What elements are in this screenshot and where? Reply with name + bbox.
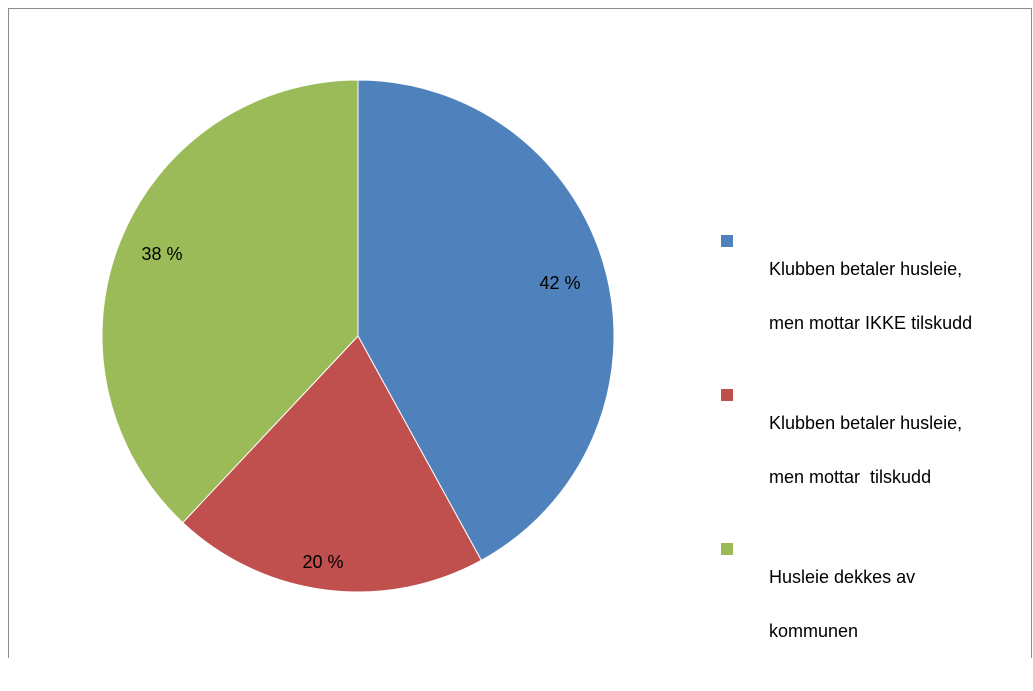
legend-swatch-1 [721, 389, 733, 401]
pie-slice-2 [101, 79, 359, 524]
legend-item-1: Klubben betaler husleie, men mottar tils… [721, 383, 1031, 518]
legend-label-1: Klubben betaler husleie, men mottar tils… [769, 413, 963, 487]
pie-slice-1 [182, 335, 483, 593]
data-label-1: 20 % [302, 552, 343, 572]
data-label-0: 42 % [539, 273, 580, 293]
legend-swatch-0 [721, 235, 733, 247]
legend: Klubben betaler husleie, men mottar IKKE… [721, 229, 1031, 691]
pie-slice-0 [357, 79, 615, 562]
data-label-2: 38 % [141, 244, 182, 264]
legend-label-0: Klubben betaler husleie, men mottar IKKE… [769, 259, 973, 333]
pie-chart: 42 % 20 % 38 % [101, 79, 615, 593]
legend-item-0: Klubben betaler husleie, men mottar IKKE… [721, 229, 1031, 364]
legend-label-2: Husleie dekkes av kommunen [769, 567, 916, 641]
legend-item-2: Husleie dekkes av kommunen [721, 537, 1031, 672]
chart-frame [8, 8, 1032, 658]
legend-swatch-2 [721, 543, 733, 555]
